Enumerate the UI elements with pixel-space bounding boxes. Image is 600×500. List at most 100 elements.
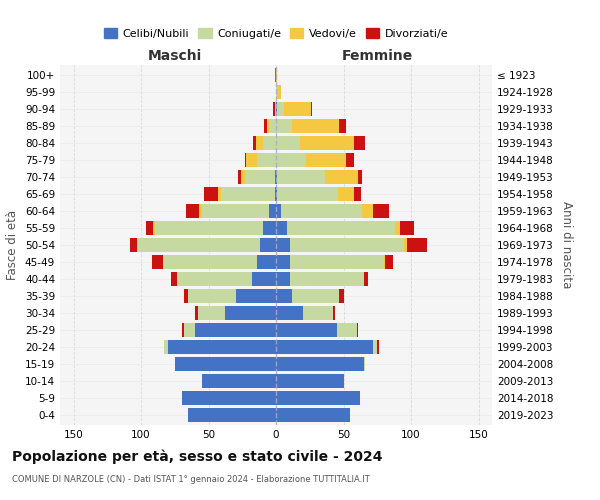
- Bar: [235, 289, 276, 303]
- Bar: [245, 170, 275, 184]
- Bar: [385, 255, 394, 269]
- Bar: [311, 102, 313, 116]
- Bar: [266, 119, 269, 133]
- Bar: [325, 170, 358, 184]
- Bar: [276, 374, 343, 388]
- Bar: [256, 136, 263, 150]
- Bar: [241, 170, 245, 184]
- Bar: [281, 204, 362, 218]
- Bar: [195, 306, 198, 320]
- Bar: [275, 102, 276, 116]
- Bar: [202, 204, 269, 218]
- Bar: [362, 204, 373, 218]
- Bar: [175, 357, 276, 371]
- Bar: [290, 238, 404, 252]
- Bar: [276, 340, 373, 354]
- Bar: [303, 306, 332, 320]
- Bar: [306, 153, 346, 167]
- Bar: [377, 340, 379, 354]
- Bar: [224, 306, 276, 320]
- Bar: [275, 68, 276, 82]
- Legend: Celibi/Nubili, Coniugati/e, Vedovi/e, Divorziati/e: Celibi/Nubili, Coniugati/e, Vedovi/e, Di…: [100, 24, 452, 44]
- Bar: [373, 340, 377, 354]
- Bar: [292, 119, 340, 133]
- Bar: [205, 187, 218, 201]
- Bar: [264, 119, 266, 133]
- Bar: [164, 340, 168, 354]
- Bar: [276, 221, 287, 235]
- Bar: [155, 221, 263, 235]
- Bar: [354, 187, 361, 201]
- Bar: [400, 221, 414, 235]
- Bar: [354, 136, 365, 150]
- Bar: [346, 153, 354, 167]
- Bar: [276, 102, 277, 116]
- Bar: [218, 187, 221, 201]
- Bar: [185, 204, 199, 218]
- Bar: [198, 306, 224, 320]
- Bar: [195, 323, 276, 337]
- Bar: [287, 221, 395, 235]
- Bar: [276, 68, 277, 82]
- Bar: [290, 272, 364, 286]
- Bar: [276, 85, 277, 99]
- Bar: [340, 119, 346, 133]
- Bar: [301, 136, 354, 150]
- Bar: [275, 187, 276, 201]
- Bar: [357, 323, 358, 337]
- Bar: [276, 408, 350, 422]
- Bar: [221, 187, 275, 201]
- Bar: [247, 153, 257, 167]
- Text: Popolazione per età, sesso e stato civile - 2024: Popolazione per età, sesso e stato civil…: [12, 450, 383, 464]
- Bar: [146, 221, 153, 235]
- Bar: [384, 255, 385, 269]
- Bar: [337, 323, 357, 337]
- Bar: [269, 204, 276, 218]
- Bar: [276, 204, 281, 218]
- Bar: [277, 85, 281, 99]
- Bar: [257, 255, 276, 269]
- Bar: [137, 238, 139, 252]
- Bar: [276, 391, 360, 405]
- Bar: [199, 204, 202, 218]
- Bar: [332, 306, 335, 320]
- Bar: [182, 391, 276, 405]
- Bar: [276, 323, 337, 337]
- Bar: [340, 289, 343, 303]
- Bar: [276, 187, 277, 201]
- Bar: [275, 170, 276, 184]
- Bar: [407, 238, 427, 252]
- Bar: [152, 255, 163, 269]
- Bar: [276, 153, 306, 167]
- Bar: [188, 408, 276, 422]
- Bar: [358, 170, 362, 184]
- Text: COMUNE DI NARZOLE (CN) - Dati ISTAT 1° gennaio 2024 - Elaborazione TUTTITALIA.IT: COMUNE DI NARZOLE (CN) - Dati ISTAT 1° g…: [12, 475, 370, 484]
- Bar: [290, 255, 384, 269]
- Text: Femmine: Femmine: [341, 50, 413, 64]
- Bar: [276, 306, 303, 320]
- Bar: [252, 272, 276, 286]
- Bar: [277, 102, 284, 116]
- Bar: [284, 102, 311, 116]
- Text: Maschi: Maschi: [148, 50, 202, 64]
- Bar: [182, 323, 184, 337]
- Bar: [364, 357, 365, 371]
- Y-axis label: Fasce di età: Fasce di età: [7, 210, 19, 280]
- Bar: [130, 238, 137, 252]
- Bar: [364, 272, 368, 286]
- Bar: [338, 187, 354, 201]
- Bar: [276, 357, 364, 371]
- Bar: [277, 187, 338, 201]
- Bar: [276, 238, 290, 252]
- Bar: [245, 153, 247, 167]
- Bar: [184, 323, 195, 337]
- Bar: [170, 272, 178, 286]
- Bar: [263, 136, 276, 150]
- Bar: [395, 221, 400, 235]
- Bar: [276, 170, 277, 184]
- Bar: [188, 289, 235, 303]
- Bar: [153, 221, 155, 235]
- Bar: [276, 136, 301, 150]
- Bar: [178, 272, 252, 286]
- Bar: [292, 289, 340, 303]
